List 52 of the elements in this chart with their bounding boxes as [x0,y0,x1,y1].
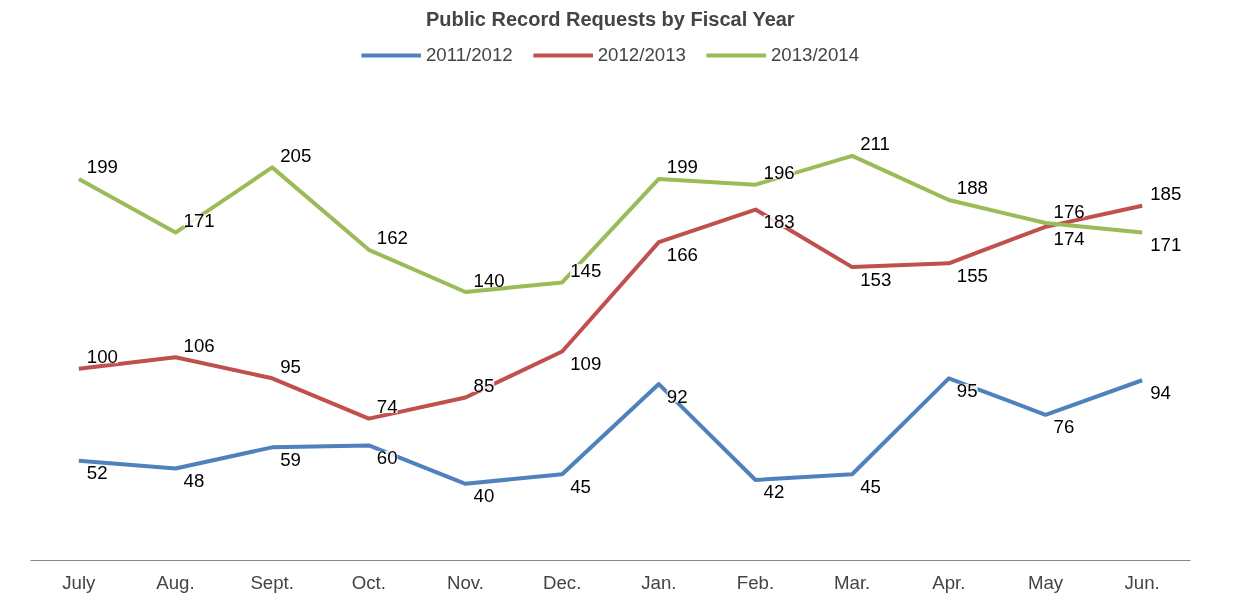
data-label: 45 [570,475,591,497]
data-label: 59 [280,448,301,470]
legend-label: 2013/2014 [770,44,860,66]
x-tick-label: Nov. [447,571,484,593]
data-label: 52 [86,462,108,484]
data-label: 166 [666,243,698,265]
data-label: 74 [376,396,398,418]
chart-title: Public Record Requests by Fiscal Year [425,7,795,30]
data-label: 95 [280,355,301,377]
legend-label: 2012/2013 [597,44,686,66]
data-label: 140 [473,269,505,291]
data-label: 199 [666,156,698,178]
data-label: 94 [1150,381,1171,403]
x-tick-label: May [1027,571,1064,593]
data-label: 60 [376,446,398,468]
x-tick-label: Apr. [932,571,966,593]
x-tick-label: July [62,571,97,593]
data-label: 176 [1053,200,1085,222]
data-label: 109 [570,352,602,374]
data-label: 196 [763,162,795,184]
x-tick-label: Feb. [736,571,775,593]
data-label: 48 [183,469,205,491]
data-label: 162 [376,227,408,249]
data-label: 205 [280,144,312,166]
data-label: 145 [570,259,602,281]
x-tick-label: Dec. [542,571,582,593]
data-label: 174 [1053,228,1085,250]
data-label: 171 [183,210,215,232]
data-label: 100 [86,346,118,368]
data-label: 153 [860,268,892,290]
data-label: 185 [1150,183,1182,205]
x-tick-label: Sept. [250,571,294,593]
data-label: 211 [860,133,890,155]
data-label: 40 [473,485,495,507]
x-tick-label: Jun. [1124,571,1160,593]
x-tick-label: Oct. [351,571,386,593]
data-label: 42 [763,481,785,503]
data-label: 95 [956,379,978,401]
x-tick-label: Jan. [641,571,677,593]
legend-label: 2011/2012 [425,44,513,66]
data-label: 183 [763,211,795,233]
data-label: 85 [473,375,495,396]
data-label: 188 [956,177,988,199]
x-tick-label: Aug. [156,571,195,593]
data-label: 45 [860,475,881,497]
data-label: 106 [183,334,215,356]
x-tick-label: Mar. [834,571,871,593]
data-label: 199 [86,156,118,178]
data-label: 171 [1150,234,1182,256]
data-label: 155 [956,264,988,286]
data-label: 92 [666,385,688,407]
data-label: 76 [1053,416,1075,438]
